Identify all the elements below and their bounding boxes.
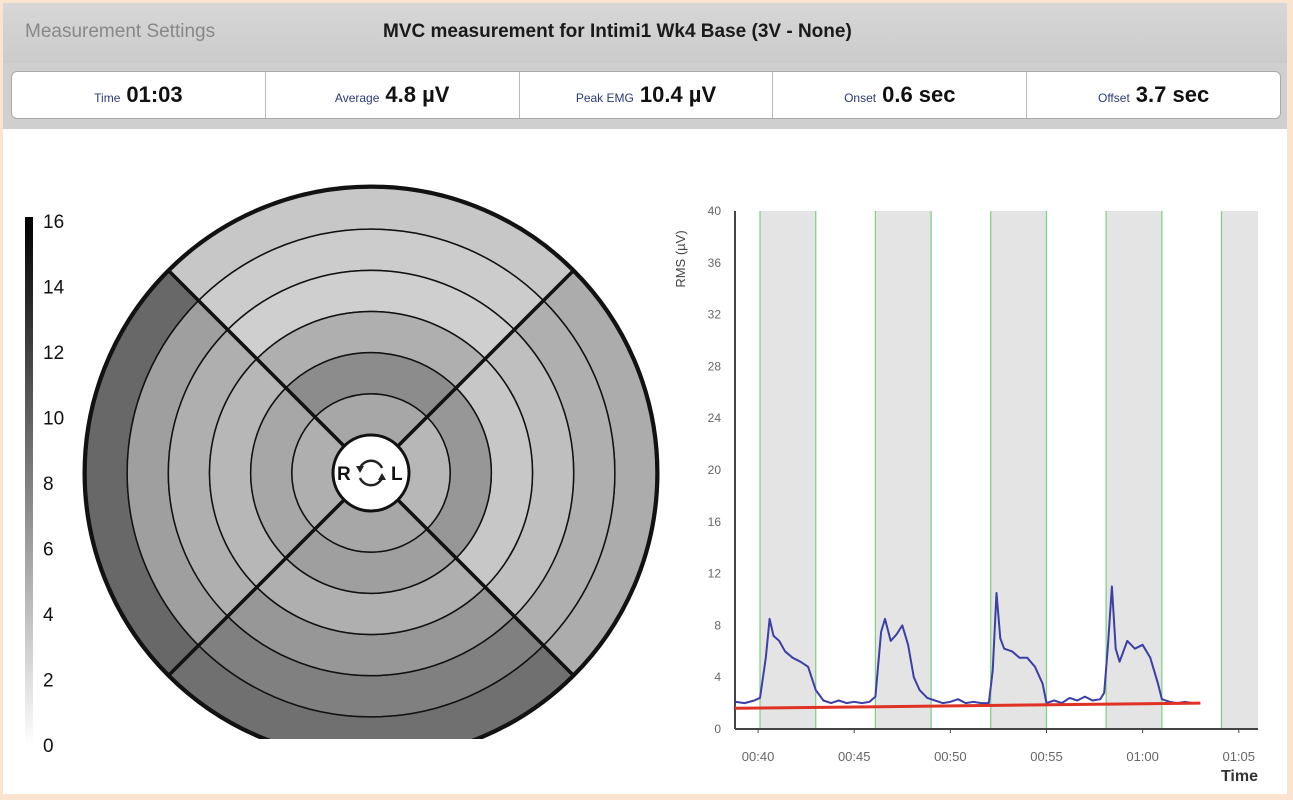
- contraction-window: [759, 211, 816, 729]
- stats-bar: Time 01:03 Average 4.8 µV Peak EMG 10.4 …: [3, 63, 1287, 129]
- chart-y-tick-label: 0: [714, 722, 721, 736]
- chart-y-tick-label: 32: [708, 308, 722, 322]
- stat-peak-emg-value: 10.4 µV: [639, 82, 717, 107]
- stat-time-label: Time: [94, 91, 121, 105]
- colorbar: 16 14 12 10 8 6 4 2 0: [25, 212, 65, 757]
- stats-panel: Time 01:03 Average 4.8 µV Peak EMG 10.4 …: [11, 71, 1281, 119]
- measurement-settings-button[interactable]: Measurement Settings: [25, 21, 216, 42]
- chart-x-tick-label: 00:45: [838, 749, 871, 764]
- colorbar-tick-label: 4: [43, 605, 54, 626]
- stat-average: Average 4.8 µV: [266, 72, 520, 118]
- polar-divider: [168, 498, 346, 676]
- stat-peak-emg-label: Peak EMG: [575, 91, 634, 105]
- center-label-l: L: [391, 464, 403, 485]
- chart-x-tick-label: 01:00: [1126, 749, 1159, 764]
- chart-y-tick-label: 20: [708, 463, 722, 477]
- contraction-window: [990, 211, 1047, 729]
- stat-time-value: 01:03: [126, 82, 183, 107]
- chart-y-tick-label: 28: [708, 359, 722, 373]
- colorbar-tick-label: 2: [43, 671, 54, 692]
- stat-onset-label: Onset: [844, 91, 877, 105]
- chart-y-tick-label: 36: [708, 256, 722, 270]
- colorbar-tick-label: 6: [43, 540, 54, 561]
- chart-y-tick-label: 4: [714, 670, 721, 684]
- chart-x-tick-label: 01:05: [1222, 749, 1255, 764]
- colorbar-tick-label: 0: [43, 736, 54, 757]
- chart-x-tick-label: 00:55: [1030, 749, 1063, 764]
- page-title: MVC measurement for Intimi1 Wk4 Base (3V…: [383, 21, 852, 42]
- chart-y-tick-label: 40: [708, 204, 722, 218]
- stat-offset-value: 3.7 sec: [1135, 82, 1210, 107]
- stat-peak-emg: Peak EMG 10.4 µV: [520, 72, 774, 118]
- stat-average-value: 4.8 µV: [385, 82, 450, 107]
- center-label-r: R: [337, 464, 351, 485]
- rms-signal-line: [734, 585, 1201, 705]
- chart-x-tick-label: 00:40: [742, 749, 775, 764]
- content-area: 16 14 12 10 8 6 4 2 0 R L 40 36 32 28: [3, 129, 1287, 794]
- stat-offset: Offset 3.7 sec: [1027, 72, 1280, 118]
- polar-divider: [396, 270, 574, 448]
- colorbar-tick-label: 16: [43, 212, 64, 233]
- colorbar-tick-label: 12: [43, 343, 64, 364]
- chart-y-tick-label: 8: [714, 618, 721, 632]
- stat-offset-label: Offset: [1097, 91, 1130, 105]
- stat-onset-value: 0.6 sec: [882, 82, 956, 107]
- colorbar-gradient: [25, 217, 33, 747]
- app-window: Measurement Settings MVC measurement for…: [3, 3, 1287, 794]
- center-button[interactable]: [331, 433, 411, 513]
- polar-divider: [168, 270, 346, 448]
- chart-y-tick-label: 24: [708, 411, 722, 425]
- rotate-icon: [356, 459, 386, 487]
- colorbar-tick-label: 10: [43, 409, 64, 430]
- stat-average-label: Average: [334, 91, 380, 105]
- colorbar-tick-label: 14: [43, 278, 65, 299]
- title-bar: Measurement Settings MVC measurement for…: [3, 3, 1287, 63]
- contraction-window: [875, 211, 932, 729]
- polar-outer-border: [82, 184, 660, 739]
- contraction-window: [1106, 211, 1162, 729]
- rotate-toggle[interactable]: R L: [331, 433, 411, 513]
- polar-map: R L: [82, 184, 660, 739]
- chart-x-axis-label: Time: [1221, 768, 1258, 785]
- contraction-window: [1221, 211, 1258, 729]
- stat-onset: Onset 0.6 sec: [773, 72, 1028, 118]
- chart-y-tick-label: 12: [708, 567, 722, 581]
- chart-x-tick-label: 00:50: [934, 749, 967, 764]
- colorbar-tick-label: 8: [43, 474, 54, 495]
- chart-y-tick-label: 16: [708, 515, 722, 529]
- threshold-line: [734, 701, 1201, 710]
- polar-divider: [396, 498, 574, 676]
- stat-time: Time 01:03: [12, 72, 266, 118]
- chart-y-axis-label: RMS (µV): [673, 230, 688, 287]
